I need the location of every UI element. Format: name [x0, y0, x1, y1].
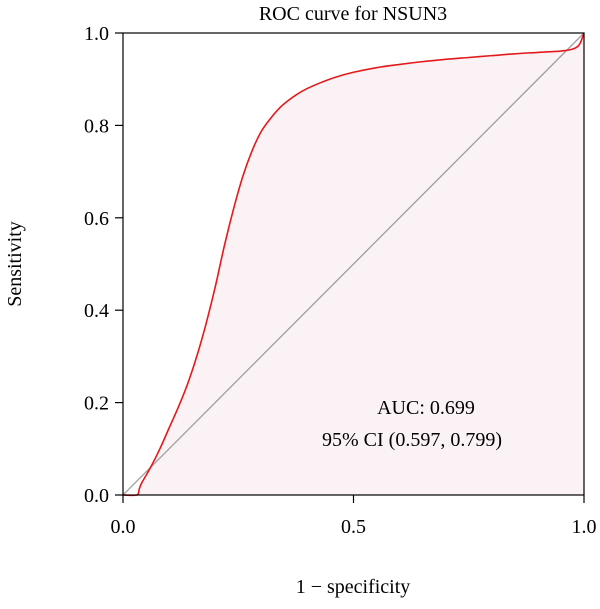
y-tick-label: 0.4 — [84, 300, 109, 322]
ci-annotation: 95% CI (0.597, 0.799) — [322, 429, 502, 451]
x-axis: 0.0 0.5 1.0 — [111, 495, 597, 538]
reference-diagonal-line — [122, 32, 585, 496]
y-axis-label: Sensitivity — [4, 221, 26, 307]
y-tick-label: 0.2 — [84, 393, 109, 415]
y-tick-label: 0.0 — [84, 485, 109, 507]
chart-title: ROC curve for NSUN3 — [259, 3, 447, 25]
y-tick-label: 1.0 — [84, 23, 109, 45]
y-axis: 0.0 0.2 0.4 0.6 0.8 1.0 — [84, 23, 123, 507]
auc-annotation: AUC: 0.699 — [377, 397, 475, 419]
y-tick-label: 0.6 — [84, 208, 109, 230]
x-axis-label: 1 − specificity — [296, 576, 411, 598]
x-tick-label: 0.5 — [341, 516, 366, 538]
roc-curve-line — [122, 32, 585, 497]
x-tick-label: 0.0 — [111, 516, 136, 538]
x-tick-label: 1.0 — [572, 516, 597, 538]
y-tick-label: 0.8 — [84, 115, 109, 137]
